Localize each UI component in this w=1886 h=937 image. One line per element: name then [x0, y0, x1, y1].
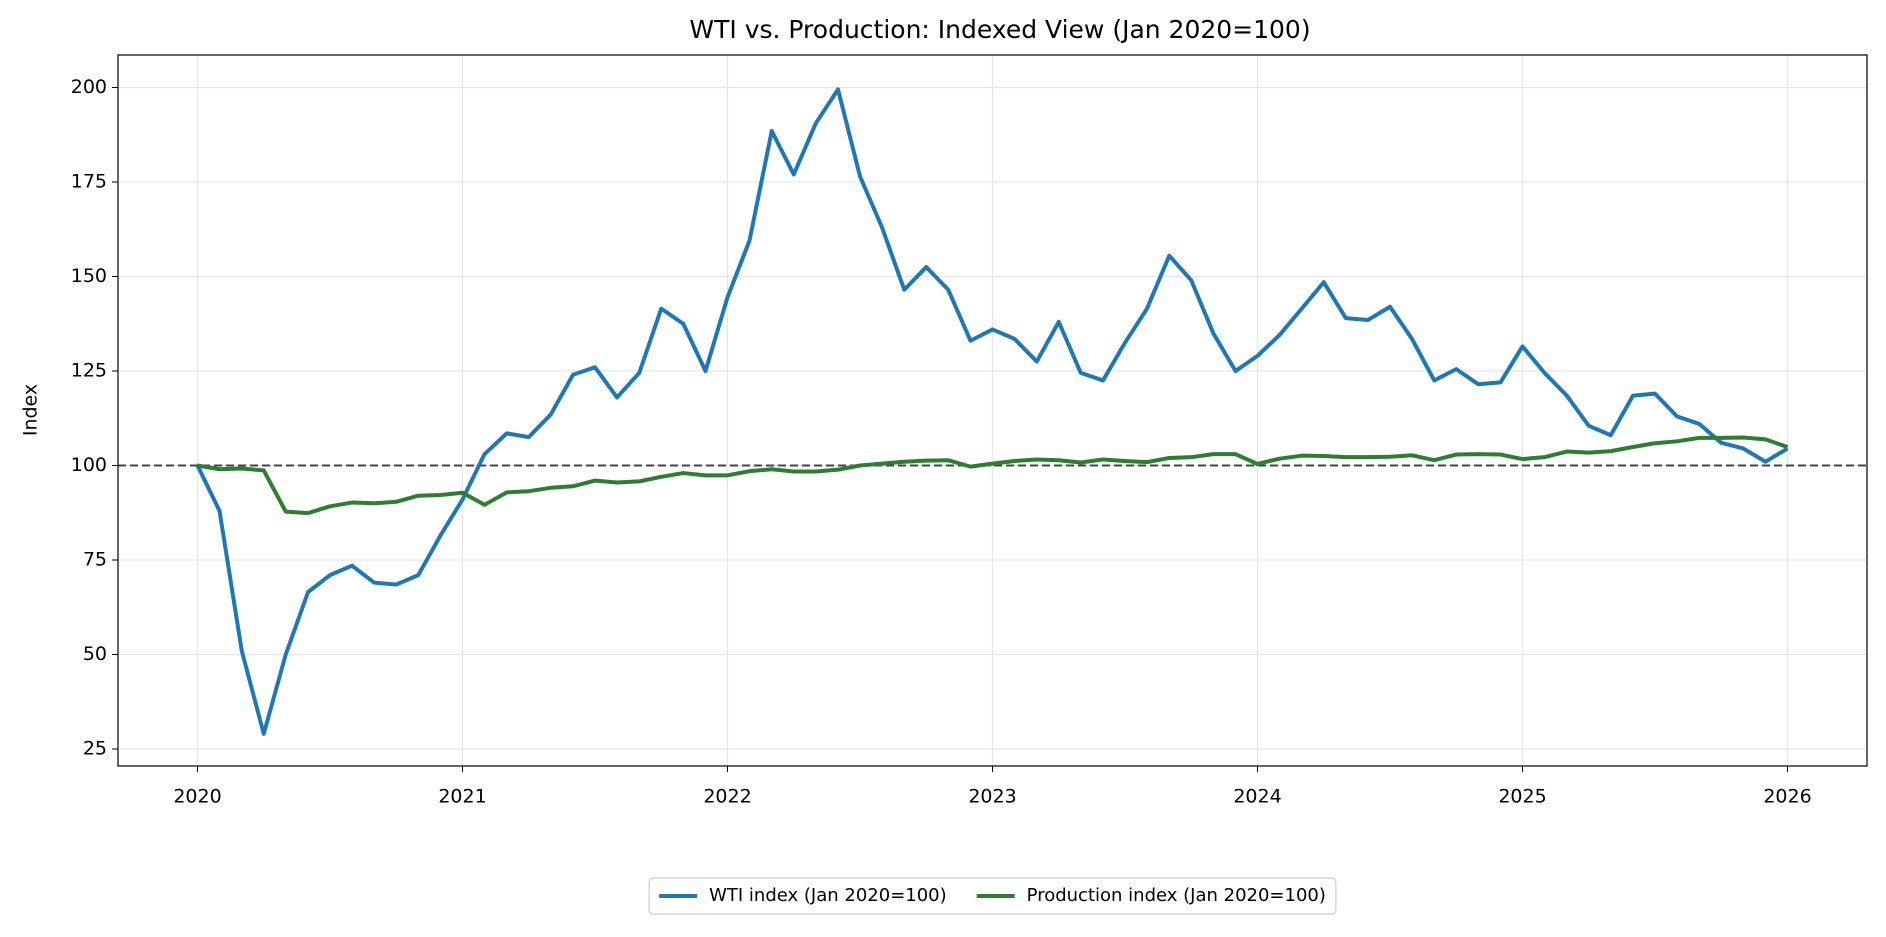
- x-tick-label: 2024: [1233, 786, 1281, 808]
- y-tick-label: 75: [83, 548, 107, 570]
- plot-frame: [117, 54, 1868, 767]
- y-tick-label: 100: [71, 454, 107, 476]
- legend: WTI index (Jan 2020=100) Production index…: [648, 877, 1337, 915]
- y-tick-label: 25: [83, 737, 107, 759]
- y-tick-label: 175: [71, 171, 107, 193]
- legend-label: Production index (Jan 2020=100): [1027, 885, 1326, 906]
- chart-title: WTI vs. Production: Indexed View (Jan 20…: [689, 15, 1310, 44]
- x-tick-label: 2022: [703, 786, 751, 808]
- x-tick-label: 2025: [1498, 786, 1546, 808]
- data-line: [197, 435, 1789, 516]
- y-tick-label: 200: [71, 76, 107, 98]
- legend-label: WTI index (Jan 2020=100): [709, 885, 947, 906]
- x-tick-label: 2021: [438, 786, 486, 808]
- y-tick-label: 125: [71, 360, 107, 382]
- data-line: [195, 87, 1789, 736]
- x-tick-label: 2020: [173, 786, 221, 808]
- x-tick-label: 2026: [1763, 786, 1811, 808]
- y-tick-label: 150: [71, 265, 107, 287]
- x-tick-label: 2023: [968, 786, 1016, 808]
- y-tick-label: 50: [83, 643, 107, 665]
- y-axis-label: Index: [20, 384, 42, 436]
